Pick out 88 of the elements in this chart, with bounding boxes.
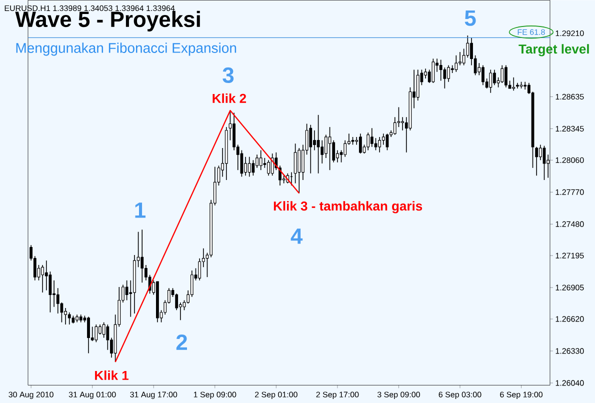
ref-line-label: FE 61.8: [518, 29, 545, 35]
candlestick: [535, 146, 538, 176]
x-tick-label: 31 Aug 17:00: [130, 392, 178, 399]
candlestick: [382, 133, 385, 146]
candlestick: [267, 160, 270, 176]
y-tick-label: 1.27480: [556, 221, 584, 227]
candlestick: [256, 154, 258, 168]
candlestick: [175, 293, 178, 310]
candlestick: [320, 140, 324, 164]
x-tick-label: 2 Sep 17:00: [316, 392, 359, 399]
y-tick-label: 1.28635: [556, 94, 584, 100]
candlestick: [324, 134, 328, 158]
candlestick: [252, 160, 255, 176]
y-tick-label: 1.28060: [556, 157, 584, 163]
candlestick: [64, 307, 67, 325]
candlestick: [424, 68, 427, 79]
x-tick-label: 31 Aug 01:00: [68, 392, 116, 399]
candlestick: [366, 132, 370, 151]
candlestick: [378, 136, 382, 153]
annotation: Klik 2: [212, 93, 246, 103]
x-tick-label: 3 Sep 09:00: [377, 392, 420, 399]
x-tick-label: 1 Sep 09:00: [194, 392, 236, 399]
annotation: Klik 3 - tambahkan garis: [274, 201, 422, 214]
candlestick: [458, 52, 462, 66]
candlestick: [244, 156, 247, 176]
candlestick: [439, 59, 442, 82]
candlestick: [358, 133, 362, 154]
candlestick: [41, 264, 44, 293]
candlestick: [316, 114, 320, 174]
candlestick: [504, 64, 508, 88]
candlestick: [512, 76, 516, 91]
annotation: 4: [290, 228, 303, 244]
candlestick: [44, 260, 48, 291]
annotation: EURUSD.H1 1.33989 1.34053 1.33964 1.33964: [4, 5, 175, 11]
candlestick: [489, 69, 492, 94]
y-tick-label: 1.27195: [556, 252, 584, 258]
candlestick: [500, 64, 504, 84]
candlestick: [432, 58, 435, 84]
candlestick: [94, 324, 98, 342]
annotation: 5: [464, 10, 476, 26]
candlestick: [332, 140, 336, 163]
annotation: Target level: [518, 44, 589, 56]
candlestick: [298, 148, 301, 194]
y-tick-label: 1.26040: [556, 380, 584, 386]
candlestick: [309, 124, 312, 174]
candlestick: [294, 143, 297, 184]
x-tick-label: 2 Sep 01:00: [255, 392, 298, 399]
candlestick: [370, 128, 374, 148]
candlestick: [248, 156, 251, 177]
candlestick: [313, 130, 316, 151]
candlestick: [328, 126, 332, 170]
candlestick: [524, 81, 527, 90]
x-tick-label: 30 Aug 2010: [8, 392, 54, 399]
candlestick: [198, 258, 202, 281]
candlestick: [447, 64, 450, 82]
annotation: 3: [222, 67, 234, 83]
candlestick: [416, 69, 420, 101]
candlestick: [259, 150, 262, 170]
candlestick: [106, 324, 110, 350]
candlestick: [401, 116, 404, 131]
candlestick: [140, 229, 144, 283]
chart-title: Wave 5 - Proyeksi: [15, 10, 200, 32]
y-tick-label: 1.26330: [556, 348, 584, 354]
y-tick-label: 1.29210: [556, 30, 584, 36]
y-tick-label: 1.28345: [556, 126, 584, 132]
candlestick: [542, 145, 546, 180]
annotation: 2: [176, 334, 187, 350]
annotation: Klik 1: [95, 370, 128, 380]
candlestick: [87, 316, 90, 354]
candlestick: [56, 288, 60, 314]
x-tick-label: 6 Sep 03:00: [438, 392, 482, 399]
candlestick: [454, 54, 458, 72]
candlestick: [538, 144, 542, 160]
y-tick-label: 1.27770: [556, 189, 584, 195]
candlestick: [102, 322, 106, 338]
candlestick: [68, 312, 71, 325]
candlestick: [493, 69, 496, 86]
text: Menggunakan Fibonacci Expansion: [16, 42, 236, 56]
candlestick: [270, 153, 274, 176]
y-tick-label: 1.26620: [556, 316, 584, 322]
candlestick: [232, 112, 236, 151]
candlestick: [344, 140, 347, 158]
annotation: 1: [135, 202, 146, 218]
candlestick: [443, 66, 446, 89]
x-tick-label: 6 Sep 19:00: [500, 392, 543, 399]
y-tick-label: 1.26905: [556, 284, 584, 290]
candlestick: [482, 64, 484, 86]
candlestick: [393, 116, 396, 136]
